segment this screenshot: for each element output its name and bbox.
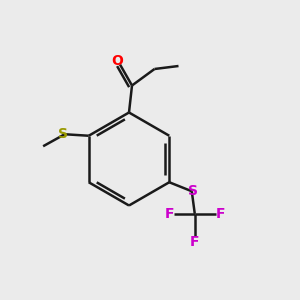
Text: F: F	[190, 235, 200, 249]
Text: S: S	[58, 127, 68, 141]
Text: F: F	[215, 207, 225, 221]
Text: F: F	[164, 207, 174, 221]
Text: O: O	[112, 54, 124, 68]
Text: S: S	[188, 184, 198, 198]
